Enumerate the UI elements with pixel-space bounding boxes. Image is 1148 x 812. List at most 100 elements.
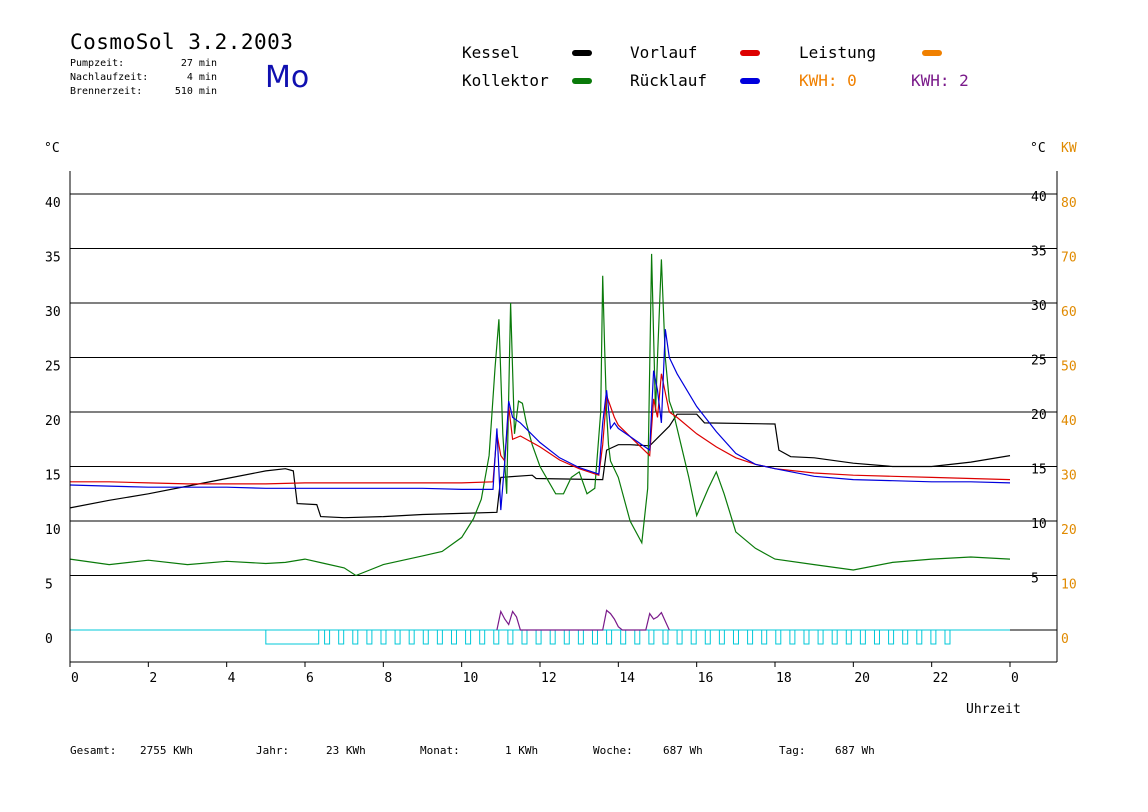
legend-kessel-label: Kessel xyxy=(462,43,520,62)
footer-jahr-label: Jahr: xyxy=(256,744,290,757)
series-line-leistung xyxy=(496,609,670,631)
y-tick-left-40: 40 xyxy=(45,196,61,211)
pump-pulse xyxy=(479,629,486,645)
y-tick-kw-70: 70 xyxy=(1061,251,1077,266)
y-tick-left-25: 25 xyxy=(45,360,61,375)
pump-pulse xyxy=(634,629,641,645)
y-tick-right-35: 35 xyxy=(1031,245,1047,260)
pump-pulse xyxy=(888,629,895,645)
pump-pulse xyxy=(916,629,923,645)
legend-vorlauf-swatch xyxy=(740,50,760,56)
app-title: CosmoSol 3.2.2003 xyxy=(70,30,294,54)
x-tick-6: 12 xyxy=(541,671,557,686)
left-axis-unit: °C xyxy=(44,141,60,156)
x-tick-8: 16 xyxy=(698,671,714,686)
pump-pulse xyxy=(944,629,951,645)
pump-activity-bar xyxy=(70,629,1010,645)
pump-pulse xyxy=(493,629,500,645)
pump-pulse xyxy=(676,629,683,645)
x-tick-5: 10 xyxy=(463,671,479,686)
x-tick-10: 20 xyxy=(854,671,870,686)
footer-tag-label: Tag: xyxy=(779,744,806,757)
pump-pulse xyxy=(817,629,824,645)
axis-ticks: 0510152025303540510152025303540010203040… xyxy=(45,190,1077,686)
legend-leistung-swatch xyxy=(922,50,942,56)
series-line-vorlauf xyxy=(70,373,1011,485)
footer-gesamt-label: Gesamt: xyxy=(70,744,117,757)
series-line-kessel xyxy=(69,413,1011,519)
y-tick-kw-30: 30 xyxy=(1061,469,1077,484)
footer-gesamt-value: 2755 KWh xyxy=(140,744,193,757)
pump-pulse xyxy=(761,629,768,645)
pump-pulse xyxy=(549,629,556,645)
pump-pulse xyxy=(450,629,457,645)
pump-pulse xyxy=(648,629,655,645)
y-tick-left-15: 15 xyxy=(45,469,61,484)
y-tick-left-10: 10 xyxy=(45,523,61,538)
footer-tag-value: 687 Wh xyxy=(835,744,875,757)
pump-pulse xyxy=(465,629,472,645)
footer-monat-value: 1 KWh xyxy=(505,744,539,757)
x-tick-4: 8 xyxy=(384,671,392,686)
pump-pulse xyxy=(803,629,810,645)
legend-ruecklauf-swatch xyxy=(740,78,760,84)
legend-kollektor-label: Kollektor xyxy=(462,71,549,90)
pump-pulse xyxy=(718,629,725,645)
pump-pulse xyxy=(380,629,387,645)
pump-pulse xyxy=(873,629,880,645)
pump-pulse xyxy=(789,629,796,645)
pump-pulse xyxy=(690,629,697,645)
x-tick-11: 22 xyxy=(933,671,949,686)
y-tick-kw-10: 10 xyxy=(1061,578,1077,593)
x-axis-label: Uhrzeit xyxy=(966,702,1021,717)
footer-woche-label: Woche: xyxy=(593,744,633,757)
pump-pulse xyxy=(606,629,613,645)
footer-woche-value: 687 Wh xyxy=(663,744,703,757)
y-tick-left-5: 5 xyxy=(45,578,53,593)
pump-pulse xyxy=(577,629,584,645)
y-tick-right-20: 20 xyxy=(1031,408,1047,423)
y-tick-right-15: 15 xyxy=(1031,463,1047,478)
legend-leistung-label: Leistung xyxy=(799,43,877,62)
pump-pulse xyxy=(732,629,739,645)
pump-pulse xyxy=(662,629,669,645)
series-lines xyxy=(69,253,1011,631)
y-tick-kw-0: 0 xyxy=(1061,632,1069,647)
y-tick-left-20: 20 xyxy=(45,414,61,429)
legend-kessel-swatch xyxy=(572,50,592,56)
legend-kwh-2: KWH: 2 xyxy=(911,71,969,90)
y-tick-right-5: 5 xyxy=(1031,572,1039,587)
y-tick-kw-60: 60 xyxy=(1061,305,1077,320)
pump-pulse xyxy=(831,629,838,645)
pump-pulse xyxy=(436,629,443,645)
legend-vorlauf-label: Vorlauf xyxy=(630,43,698,62)
footer-monat-label: Monat: xyxy=(420,744,460,757)
pump-pulse xyxy=(563,629,570,645)
pump-pulse xyxy=(535,629,542,645)
grid-lines xyxy=(70,193,1057,631)
x-tick-1: 2 xyxy=(149,671,157,686)
y-tick-left-30: 30 xyxy=(45,305,61,320)
x-tick-2: 4 xyxy=(228,671,236,686)
y-tick-right-30: 30 xyxy=(1031,299,1047,314)
x-tick-3: 6 xyxy=(306,671,314,686)
pump-pulse xyxy=(859,629,866,645)
x-tick-9: 18 xyxy=(776,671,792,686)
legend-ruecklauf-label: Rücklauf xyxy=(630,71,708,90)
y-tick-left-0: 0 xyxy=(45,632,53,647)
legend-kollektor-swatch xyxy=(572,78,592,84)
x-tick-12: 0 xyxy=(1011,671,1019,686)
stat-nachlaufzeit: Nachlaufzeit: 4 min xyxy=(70,72,217,83)
pump-pulse xyxy=(422,629,429,645)
pump-pulse xyxy=(747,629,754,645)
y-tick-kw-40: 40 xyxy=(1061,414,1077,429)
y-tick-kw-20: 20 xyxy=(1061,523,1077,538)
pump-pulse xyxy=(704,629,711,645)
pump-pulse xyxy=(620,629,627,645)
axis-frame xyxy=(69,171,1058,663)
pump-pulse xyxy=(324,629,331,645)
pump-pulse xyxy=(930,629,937,645)
pump-pulse xyxy=(775,629,782,645)
stat-brennerzeit: Brennerzeit: 510 min xyxy=(70,86,217,97)
